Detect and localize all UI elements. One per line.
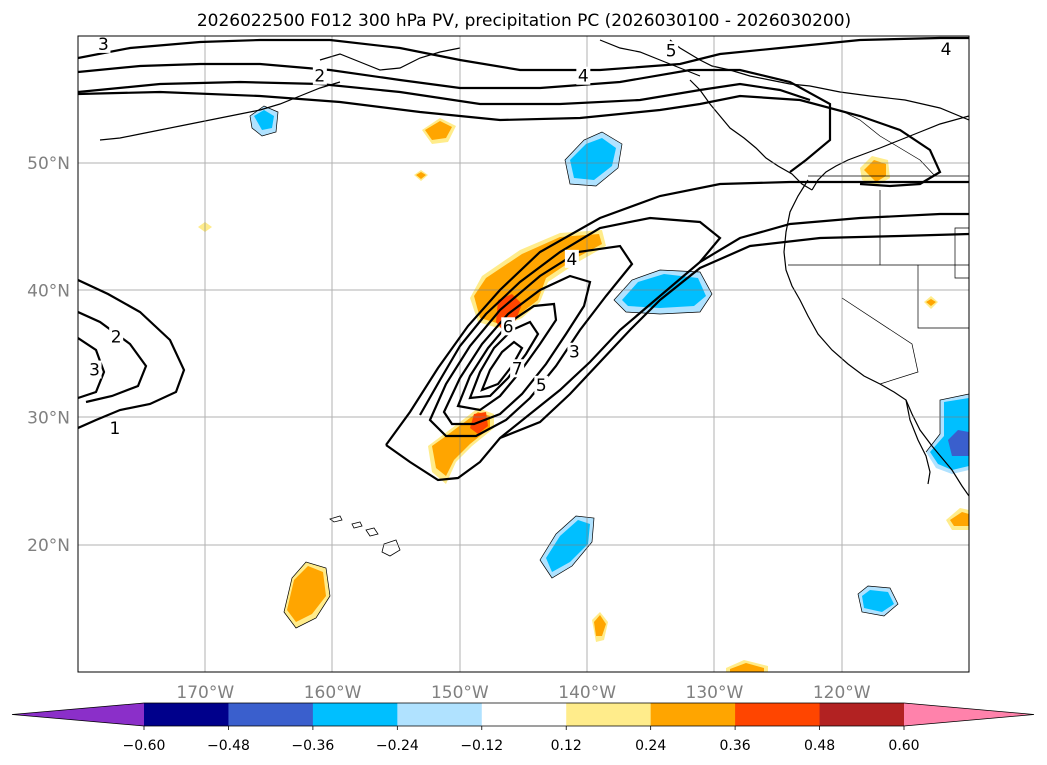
pv-contour-label: 3 <box>98 35 109 55</box>
pv-contour-label-bg <box>109 327 124 346</box>
colorbar-tick-label: −0.12 <box>460 738 503 754</box>
pv-contour-label-bg <box>576 66 591 85</box>
colorbar-bin <box>819 703 905 726</box>
pv-contour-label-bg <box>534 375 549 394</box>
political-borders <box>788 109 969 385</box>
chart-title: 2026022500 F012 300 hPa PV, precipitatio… <box>197 11 851 31</box>
pv-contour-label: 2 <box>314 67 325 87</box>
pv-contour-label-bg <box>564 249 579 268</box>
pv-contour-label: 3 <box>569 343 580 363</box>
pv-contour-label-bg <box>510 359 525 378</box>
colorbar-bin <box>312 703 398 726</box>
colorbar-tick-label: −0.60 <box>123 738 166 754</box>
colorbar-bin <box>144 703 229 726</box>
hawaiian-islands <box>329 515 401 557</box>
lon-tick-label: 150°W <box>431 683 489 703</box>
pv-contour-label: 7 <box>512 359 523 379</box>
lon-tick-label: 170°W <box>176 683 234 703</box>
lat-tick-label: 20°N <box>27 536 70 556</box>
latitude-tick-labels: 20°N 30°N 40°N 50°N <box>27 154 70 556</box>
colorbar-extend-low <box>12 703 144 726</box>
pv-contour-label-bg <box>567 342 582 361</box>
pv-contour-label-bg <box>107 419 122 438</box>
pv-contour-label: 3 <box>89 361 100 381</box>
pv-contour-label-bg <box>501 317 516 336</box>
pv-contour-label-bg <box>87 360 102 379</box>
colorbar-bin <box>566 703 652 726</box>
pv-contour-label: 2 <box>111 327 122 347</box>
lon-tick-label: 130°W <box>686 683 744 703</box>
pv-contour-label: 1 <box>109 419 120 439</box>
colorbar-tick-label: −0.24 <box>376 738 419 754</box>
lat-tick-label: 30°N <box>27 409 70 429</box>
lat-tick-label: 40°N <box>27 281 70 301</box>
lon-tick-label: 160°W <box>304 683 362 703</box>
colorbar-bin <box>397 703 483 726</box>
pv-contour-label: 4 <box>941 40 952 60</box>
pv-contours <box>78 36 969 482</box>
colorbar-bin <box>228 703 314 726</box>
pv-contour-label-bg <box>312 66 327 85</box>
colorbar-tick-label: 0.48 <box>804 738 835 754</box>
colorbar-tick-label: 0.36 <box>720 738 751 754</box>
pv-contour-label: 5 <box>536 376 547 396</box>
pv-contour-label: 4 <box>578 67 589 87</box>
colorbar: −0.60 −0.48 −0.36 −0.24 −0.12 0.12 0.24 0.36 0.4… <box>11 702 1035 754</box>
colorbar-bin <box>735 703 821 726</box>
colorbar-tick-label: 0.24 <box>635 738 666 754</box>
colorbar-tick-label: −0.48 <box>207 738 250 754</box>
longitude-tick-labels: 170°W 160°W 150°W 140°W 130°W 120°W <box>176 683 870 703</box>
pv-contour-label-bg <box>939 39 954 58</box>
pv-contour-label: 4 <box>566 250 577 270</box>
colorbar-tick-label: 0.12 <box>551 738 582 754</box>
pv-contour-label: 5 <box>666 41 677 61</box>
colorbar-tick-label: −0.36 <box>291 738 334 754</box>
pv-contour-label-bg <box>664 41 679 60</box>
map-frame <box>77 35 970 673</box>
pv-contour-label-bg <box>96 36 111 53</box>
lon-tick-label: 140°W <box>558 683 616 703</box>
lon-tick-label: 120°W <box>813 683 871 703</box>
pv-contour-label: 6 <box>503 317 514 337</box>
lat-tick-label: 50°N <box>27 154 70 174</box>
colorbar-extend-high <box>904 703 1034 726</box>
colorbar-bin <box>481 703 567 726</box>
colorbar-tick-label: 0.60 <box>888 738 919 754</box>
colorbar-bin <box>650 703 736 726</box>
